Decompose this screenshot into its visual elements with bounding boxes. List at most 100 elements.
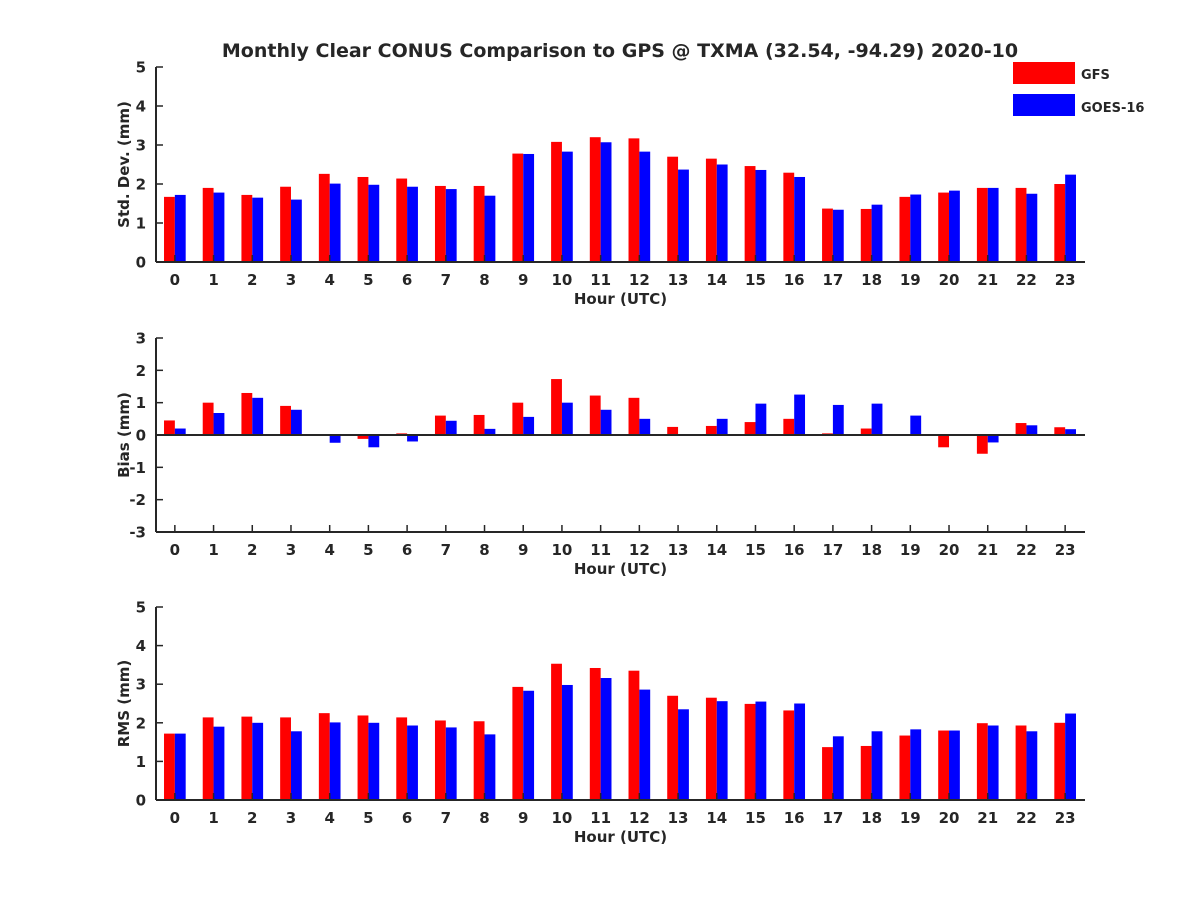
x-tick-label: 9 — [518, 271, 528, 289]
y-tick-label: 5 — [136, 599, 146, 617]
bar-gfs-hour-9 — [512, 154, 523, 262]
bar-gfs-hour-11 — [590, 396, 601, 435]
x-axis-label: Hour (UTC) — [574, 290, 667, 308]
bar-gfs-hour-10 — [551, 664, 562, 800]
y-axis-label: Std. Dev. (mm) — [115, 101, 133, 228]
x-tick-label: 7 — [441, 541, 451, 559]
bar-gfs-hour-6 — [396, 717, 407, 800]
bar-goes16-hour-4 — [330, 184, 341, 262]
x-tick-label: 8 — [479, 809, 489, 827]
bar-goes16-hour-9 — [523, 154, 534, 262]
x-tick-label: 22 — [1016, 271, 1037, 289]
x-tick-label: 17 — [822, 809, 843, 827]
x-tick-label: 2 — [247, 809, 257, 827]
bar-goes16-hour-22 — [1026, 194, 1037, 262]
bar-goes16-hour-7 — [446, 189, 457, 262]
bar-goes16-hour-5 — [368, 723, 379, 800]
x-tick-label: 19 — [900, 271, 921, 289]
x-axis-label: Hour (UTC) — [574, 560, 667, 578]
x-tick-label: 1 — [208, 809, 218, 827]
bar-gfs-hour-23 — [1054, 427, 1065, 435]
bar-goes16-hour-4 — [330, 435, 341, 443]
bar-goes16-hour-11 — [601, 142, 612, 262]
bar-goes16-hour-11 — [601, 410, 612, 435]
x-tick-label: 0 — [170, 541, 180, 559]
x-tick-label: 10 — [552, 271, 573, 289]
bar-goes16-hour-21 — [988, 435, 999, 442]
x-tick-label: 6 — [402, 809, 412, 827]
y-axis-label: Bias (mm) — [115, 392, 133, 478]
x-tick-label: 4 — [324, 809, 334, 827]
x-tick-label: 6 — [402, 541, 412, 559]
bar-goes16-hour-5 — [368, 185, 379, 262]
bar-gfs-hour-0 — [164, 197, 175, 262]
bar-gfs-hour-10 — [551, 379, 562, 435]
bar-gfs-hour-14 — [706, 159, 717, 262]
bar-goes16-hour-15 — [755, 702, 766, 800]
x-axis-label: Hour (UTC) — [574, 828, 667, 846]
x-tick-label: 7 — [441, 271, 451, 289]
bar-goes16-hour-17 — [833, 210, 844, 262]
bar-gfs-hour-14 — [706, 698, 717, 800]
y-axis-label: RMS (mm) — [115, 660, 133, 747]
bar-goes16-hour-17 — [833, 405, 844, 435]
bar-goes16-hour-19 — [910, 416, 921, 435]
bar-gfs-hour-19 — [899, 197, 910, 262]
bar-goes16-hour-17 — [833, 736, 844, 800]
bar-gfs-hour-16 — [783, 419, 794, 435]
x-tick-label: 23 — [1055, 809, 1076, 827]
y-tick-label: 1 — [136, 215, 146, 233]
bar-goes16-hour-14 — [717, 165, 728, 263]
bar-goes16-hour-13 — [678, 170, 689, 262]
legend-swatch-gfs — [1013, 62, 1075, 84]
x-tick-label: 21 — [977, 809, 998, 827]
bar-gfs-hour-8 — [474, 415, 485, 435]
y-tick-label: 3 — [136, 137, 146, 155]
x-tick-label: 3 — [286, 809, 296, 827]
bar-goes16-hour-2 — [252, 723, 263, 800]
bar-goes16-hour-8 — [485, 734, 496, 800]
y-tick-label: 4 — [136, 98, 146, 116]
bar-gfs-hour-22 — [1016, 188, 1027, 262]
bar-gfs-hour-15 — [745, 166, 756, 262]
bar-goes16-hour-7 — [446, 727, 457, 800]
bar-goes16-hour-1 — [214, 727, 225, 800]
y-tick-label: 1 — [136, 394, 146, 412]
bar-goes16-hour-21 — [988, 188, 999, 262]
y-tick-label: 2 — [136, 362, 146, 380]
bar-goes16-hour-4 — [330, 722, 341, 800]
x-tick-label: 18 — [861, 809, 882, 827]
x-tick-label: 5 — [363, 541, 373, 559]
x-tick-label: 22 — [1016, 541, 1037, 559]
bar-gfs-hour-17 — [822, 747, 833, 800]
x-tick-label: 4 — [324, 271, 334, 289]
bar-gfs-hour-3 — [280, 187, 291, 262]
bar-goes16-hour-23 — [1065, 714, 1076, 800]
chart-title: Monthly Clear CONUS Comparison to GPS @ … — [222, 40, 1018, 62]
bar-gfs-hour-20 — [938, 435, 949, 447]
bar-gfs-hour-22 — [1016, 423, 1027, 435]
bar-goes16-hour-22 — [1026, 425, 1037, 435]
x-tick-label: 6 — [402, 271, 412, 289]
x-tick-label: 1 — [208, 271, 218, 289]
y-tick-label: 5 — [136, 59, 146, 77]
x-tick-label: 18 — [861, 541, 882, 559]
bar-gfs-hour-13 — [667, 696, 678, 800]
x-tick-label: 2 — [247, 271, 257, 289]
bar-goes16-hour-8 — [485, 196, 496, 262]
bar-goes16-hour-15 — [755, 170, 766, 262]
x-tick-label: 12 — [629, 809, 650, 827]
bar-goes16-hour-9 — [523, 417, 534, 435]
bar-goes16-hour-3 — [291, 410, 302, 435]
y-tick-label: 0 — [136, 254, 146, 272]
y-tick-label: 4 — [136, 637, 146, 655]
bar-gfs-hour-17 — [822, 209, 833, 262]
x-tick-label: 10 — [552, 809, 573, 827]
x-tick-label: 19 — [900, 541, 921, 559]
x-tick-label: 14 — [706, 271, 727, 289]
bar-gfs-hour-5 — [358, 177, 369, 262]
bar-goes16-hour-13 — [678, 709, 689, 800]
x-tick-label: 4 — [324, 541, 334, 559]
